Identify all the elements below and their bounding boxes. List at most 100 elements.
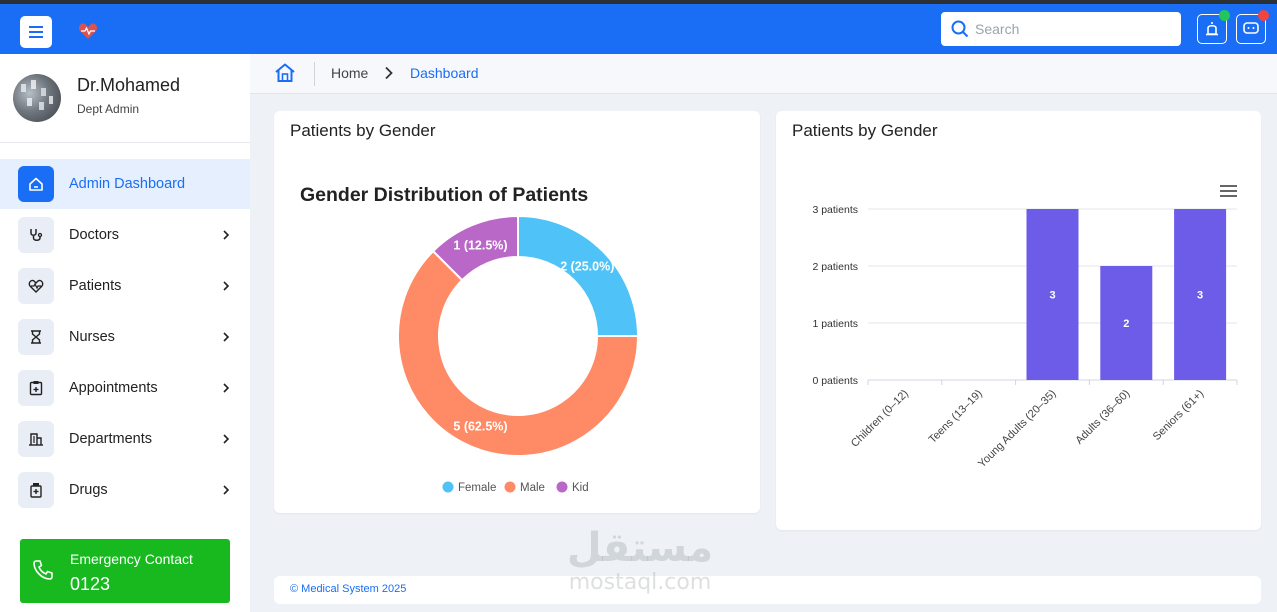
home-icon	[275, 63, 295, 82]
age-bar-card: Patients by Gender 0 patients 1 patients 2…	[776, 111, 1261, 530]
legend-label[interactable]: Female	[458, 482, 496, 494]
home-icon	[29, 177, 43, 191]
emergency-number: 0123	[70, 574, 111, 594]
sidebar-item-label: Doctors	[69, 227, 119, 243]
emergency-contact-card[interactable]: Emergency Contact 0123	[20, 539, 230, 603]
donut-slice[interactable]	[431, 214, 519, 282]
hourglass-icon	[31, 330, 41, 344]
legend-label[interactable]: Kid	[572, 482, 589, 494]
window-top-strip	[0, 0, 1277, 4]
sidebar-item-label: Departments	[69, 431, 153, 447]
nav-icon-box	[18, 370, 54, 406]
x-tick-label: Young Adults (20–35)	[976, 388, 1059, 471]
bar-data-label: 2	[1123, 318, 1129, 330]
bar[interactable]	[1100, 266, 1153, 380]
y-tick-label: 3 patients	[812, 204, 858, 216]
menu-toggle-button[interactable]	[20, 16, 52, 48]
sidebar-item-departments[interactable]: Departments	[0, 414, 250, 464]
emergency-label: Emergency Contact	[70, 551, 193, 567]
chart-title: Gender Distribution of Patients	[300, 184, 588, 206]
sidebar: Dr.Mohamed Dept Admin Admin Dashboard Do…	[0, 54, 250, 612]
search-input[interactable]	[975, 21, 1165, 37]
card-title: Patients by Gender	[792, 121, 938, 140]
chevron-right-icon	[223, 434, 230, 444]
breadcrumb-divider	[314, 62, 315, 86]
profile-name: Dr.Mohamed	[77, 75, 181, 95]
profile-role: Dept Admin	[77, 102, 140, 116]
donut-chart: Gender Distribution of Patients 2 (25.0%…	[300, 184, 640, 494]
nav-icon-box	[18, 268, 54, 304]
y-tick-label: 1 patients	[812, 318, 858, 330]
avatar-photo	[21, 80, 53, 110]
alert-bell-icon	[1206, 22, 1218, 36]
app-logo[interactable]	[78, 22, 98, 45]
nav-icon-box	[18, 217, 54, 253]
footer-copyright: © Medical System 2025	[290, 583, 407, 595]
heart-pulse-icon	[28, 279, 44, 293]
nav-icon-box	[18, 319, 54, 355]
chevron-right-icon	[223, 485, 230, 495]
messages-button[interactable]	[1236, 10, 1269, 44]
breadcrumb-current: Dashboard	[410, 65, 479, 81]
search-box[interactable]	[941, 12, 1181, 46]
legend-marker	[442, 481, 454, 493]
medicine-bottle-icon	[30, 483, 42, 498]
user-profile[interactable]: Dr.Mohamed Dept Admin	[0, 54, 250, 143]
chevron-right-icon	[223, 332, 230, 342]
building-icon	[29, 433, 43, 446]
sidebar-item-label: Drugs	[69, 482, 108, 498]
slice-data-label: 5 (62.5%)	[453, 420, 507, 434]
gender-donut-card: Patients by Gender Gender Distribution o…	[274, 111, 760, 513]
avatar	[13, 74, 61, 122]
chevron-right-icon	[385, 66, 393, 80]
sidebar-item-admin-dashboard[interactable]: Admin Dashboard	[0, 159, 250, 209]
chat-icon	[1243, 22, 1259, 34]
sidebar-item-patients[interactable]: Patients	[0, 261, 250, 311]
stethoscope-icon	[30, 229, 43, 241]
nav-icon-box	[18, 421, 54, 457]
slice-data-label: 2 (25.0%)	[560, 260, 614, 274]
footer: © Medical System 2025	[274, 576, 1261, 604]
sidebar-item-nurses[interactable]: Nurses	[0, 312, 250, 362]
watermark-arabic: مستقل	[566, 525, 714, 571]
heart-logo-icon	[78, 23, 98, 39]
sidebar-item-appointments[interactable]: Appointments	[0, 363, 250, 413]
x-tick-label: Teens (13–19)	[927, 388, 985, 446]
clipboard-plus-icon	[29, 381, 43, 396]
breadcrumb-home-link[interactable]: Home	[331, 65, 369, 81]
bar-chart: 0 patients 1 patients 2 patients 3 patients…	[812, 204, 1238, 471]
x-tick-label: Adults (36–60)	[1073, 388, 1132, 447]
chevron-right-icon	[223, 281, 230, 291]
bar[interactable]	[1026, 209, 1079, 380]
y-tick-label: 2 patients	[812, 261, 858, 273]
bar-data-label: 3	[1049, 290, 1055, 302]
slice-data-label: 1 (12.5%)	[453, 238, 507, 252]
nav-icon-box	[18, 472, 54, 508]
legend-marker	[504, 481, 516, 493]
sidebar-item-doctors[interactable]: Doctors	[0, 210, 250, 260]
bar-data-label: 3	[1197, 290, 1203, 302]
x-tick-label: Children (0–12)	[849, 388, 911, 450]
search-icon	[951, 20, 969, 38]
chevron-right-icon	[223, 383, 230, 393]
top-navbar	[0, 4, 1277, 54]
nav-icon-box	[18, 166, 54, 202]
breadcrumb: Home Dashboard	[250, 54, 1277, 94]
y-tick-label: 0 patients	[812, 375, 858, 387]
legend-label[interactable]: Male	[520, 482, 545, 494]
notifications-button[interactable]	[1197, 10, 1230, 44]
hamburger-icon	[29, 26, 43, 38]
breadcrumb-home-button[interactable]	[274, 62, 296, 89]
bar[interactable]	[1174, 209, 1227, 380]
phone-icon	[33, 560, 53, 580]
hamburger-icon	[1220, 185, 1237, 197]
chevron-right-icon	[223, 230, 230, 240]
sidebar-item-label: Nurses	[69, 329, 115, 345]
donut-slice[interactable]	[397, 249, 640, 457]
sidebar-item-label: Patients	[69, 278, 122, 294]
chart-menu-button[interactable]	[1220, 185, 1237, 203]
sidebar-item-drugs[interactable]: Drugs	[0, 465, 250, 515]
sidebar-item-label: Admin Dashboard	[69, 176, 186, 192]
donut-slice[interactable]	[517, 214, 640, 337]
card-title: Patients by Gender	[290, 121, 436, 140]
